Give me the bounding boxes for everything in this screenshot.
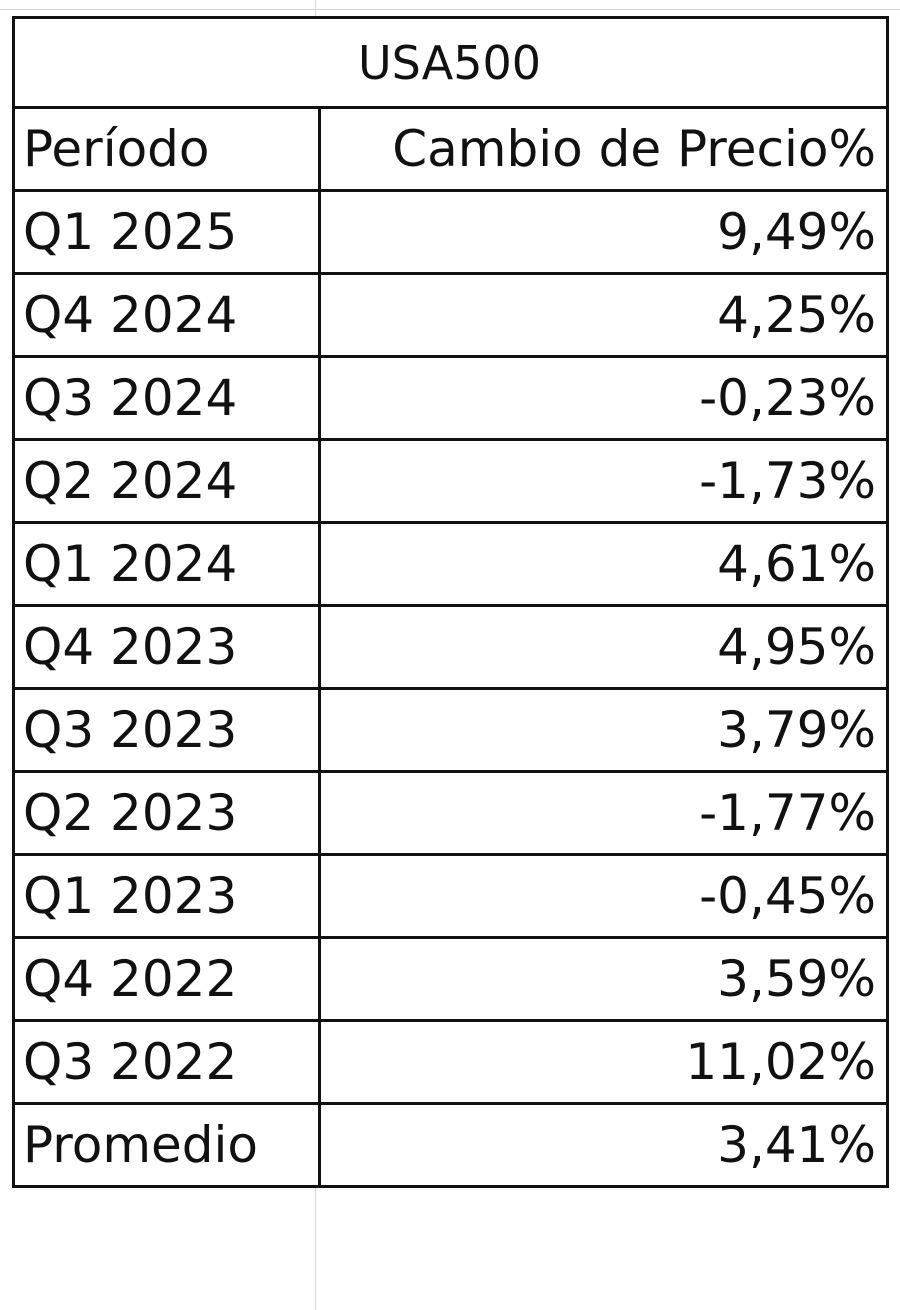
period-cell[interactable]: Q3 2022 [12, 1019, 321, 1105]
period-cell[interactable]: Q3 2024 [12, 355, 321, 441]
table-row: Q3 2024 -0,23% [12, 355, 889, 441]
price-change-cell[interactable]: 4,95% [318, 604, 889, 690]
price-change-cell[interactable]: 3,59% [318, 936, 889, 1022]
table-row: Q3 2022 11,02% [12, 1019, 889, 1105]
period-cell[interactable]: Q4 2023 [12, 604, 321, 690]
period-cell[interactable]: Q2 2023 [12, 770, 321, 856]
price-change-cell[interactable]: -0,45% [318, 853, 889, 939]
summary-row: Promedio 3,41% [12, 1102, 889, 1188]
table-row: Q4 2023 4,95% [12, 604, 889, 690]
period-cell[interactable]: Q1 2024 [12, 521, 321, 607]
usa500-table: USA500 Período Cambio de Precio% Q1 2025… [12, 16, 889, 1188]
period-cell[interactable]: Q2 2024 [12, 438, 321, 524]
price-change-cell[interactable]: -1,77% [318, 770, 889, 856]
table-row: Q1 2024 4,61% [12, 521, 889, 607]
price-change-cell[interactable]: 4,61% [318, 521, 889, 607]
price-change-cell[interactable]: 9,49% [318, 189, 889, 275]
table-title[interactable]: USA500 [12, 16, 889, 109]
table-body: USA500 Período Cambio de Precio% Q1 2025… [12, 16, 889, 1188]
period-cell[interactable]: Q1 2025 [12, 189, 321, 275]
price-change-cell[interactable]: -0,23% [318, 355, 889, 441]
summary-label[interactable]: Promedio [12, 1102, 321, 1188]
period-cell[interactable]: Q4 2022 [12, 936, 321, 1022]
table-row: Q2 2023 -1,77% [12, 770, 889, 856]
price-change-cell[interactable]: -1,73% [318, 438, 889, 524]
header-price-change[interactable]: Cambio de Precio% [318, 106, 889, 192]
table-row: Q3 2023 3,79% [12, 687, 889, 773]
table-row: Q1 2023 -0,45% [12, 853, 889, 939]
price-change-cell[interactable]: 4,25% [318, 272, 889, 358]
table-row: Q4 2022 3,59% [12, 936, 889, 1022]
price-change-cell[interactable]: 11,02% [318, 1019, 889, 1105]
period-cell[interactable]: Q3 2023 [12, 687, 321, 773]
header-period[interactable]: Período [12, 106, 321, 192]
table-row: Q2 2024 -1,73% [12, 438, 889, 524]
table-row: Q1 2025 9,49% [12, 189, 889, 275]
summary-value[interactable]: 3,41% [318, 1102, 889, 1188]
title-row: USA500 [12, 16, 889, 109]
period-cell[interactable]: Q1 2023 [12, 853, 321, 939]
header-row: Período Cambio de Precio% [12, 106, 889, 192]
table-row: Q4 2024 4,25% [12, 272, 889, 358]
sheet-gridline [0, 9, 900, 10]
price-change-cell[interactable]: 3,79% [318, 687, 889, 773]
period-cell[interactable]: Q4 2024 [12, 272, 321, 358]
